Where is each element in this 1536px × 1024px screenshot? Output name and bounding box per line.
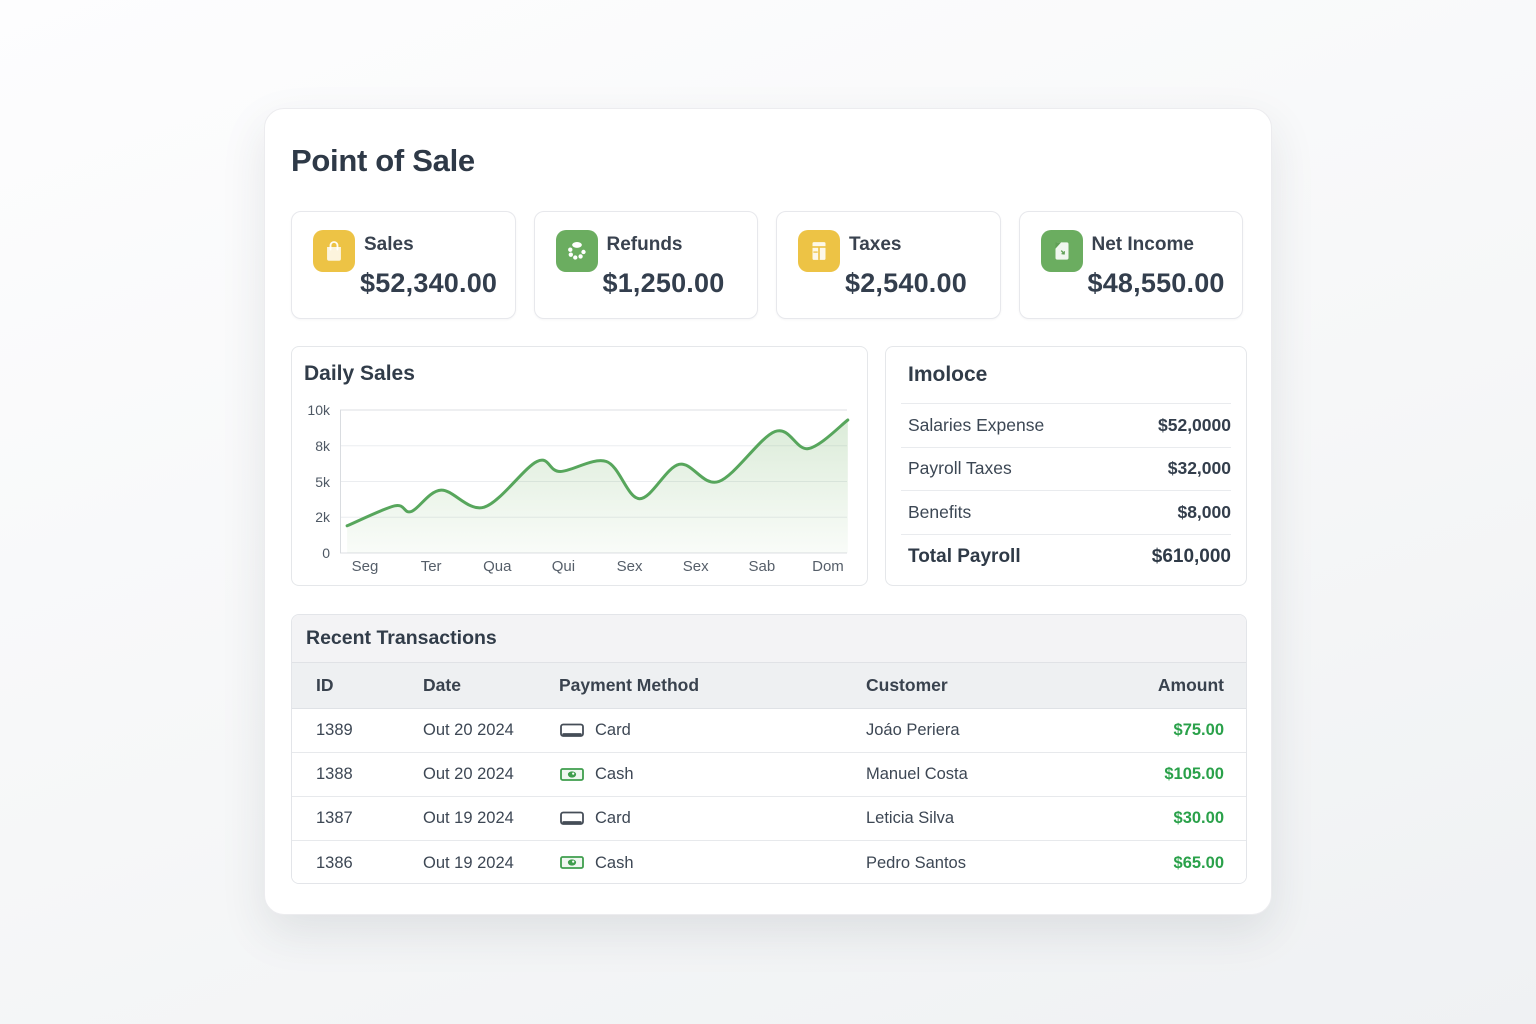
payroll-total-row: Total Payroll $610,000 bbox=[901, 535, 1231, 580]
tx-date: Out 19 2024 bbox=[423, 809, 514, 827]
tx-id: 1389 bbox=[316, 721, 353, 739]
stat-card-taxes: Taxes $2,540.00 bbox=[776, 211, 1001, 319]
payroll-total-label: Total Payroll bbox=[908, 546, 1021, 567]
transactions-title: Recent Transactions bbox=[292, 615, 1246, 663]
chart-title: Daily Sales bbox=[304, 362, 415, 385]
column-date: Date bbox=[423, 675, 461, 695]
tx-date: Out 20 2024 bbox=[423, 721, 514, 739]
transactions-column-header: ID Date Payment Method Customer Amount bbox=[292, 663, 1246, 709]
chart-y-axis: 10k 8k 5k 2k 0 bbox=[292, 402, 332, 561]
stat-label: Refunds bbox=[606, 234, 683, 255]
pos-dashboard-card: Point of Sale Sales $52,340.00 bbox=[264, 108, 1272, 915]
tx-id: 1386 bbox=[316, 853, 353, 872]
sales-area-fill bbox=[347, 420, 848, 553]
stat-value: $48,550.00 bbox=[1087, 268, 1225, 298]
x-tick-label: Qui bbox=[551, 558, 576, 575]
stat-label: Taxes bbox=[849, 234, 902, 255]
stats-row: Sales $52,340.00 Refunds $1,250.00 bbox=[291, 211, 1243, 319]
card-icon bbox=[560, 723, 584, 737]
stat-card-net-income: Net Income $48,550.00 bbox=[1018, 211, 1243, 319]
tx-amount: $105.00 bbox=[1164, 765, 1224, 783]
shopping-bag-icon bbox=[313, 230, 355, 272]
document-icon bbox=[1040, 230, 1083, 272]
payroll-row-label: Salaries Expense bbox=[908, 414, 1045, 435]
tx-customer: Manuel Costa bbox=[866, 765, 968, 783]
payroll-title: Imoloce bbox=[908, 363, 988, 386]
tx-id: 1388 bbox=[316, 765, 353, 783]
receipt-icon bbox=[798, 230, 840, 272]
column-amount: Amount bbox=[1157, 675, 1224, 695]
tx-method-label: Cash bbox=[595, 853, 634, 872]
middle-row: Daily Sales 10k 8k 5k 2k 0 Seg Ter Qua Qui Sex Se… bbox=[291, 346, 1247, 586]
tx-customer: Pedro Santos bbox=[866, 853, 966, 872]
y-tick-label: 5k bbox=[315, 473, 330, 490]
payroll-row-value: $52,0000 bbox=[1158, 414, 1231, 435]
tx-amount: $30.00 bbox=[1173, 809, 1224, 827]
cash-icon bbox=[560, 856, 584, 869]
stat-value: $1,250.00 bbox=[602, 268, 725, 298]
column-id: ID bbox=[316, 675, 334, 695]
tx-date: Out 19 2024 bbox=[423, 853, 514, 872]
x-tick-label: Ter bbox=[420, 558, 442, 575]
transaction-row[interactable]: 1386 Out 19 2024 Cash Pedro Santos $65.0… bbox=[292, 841, 1246, 883]
card-icon bbox=[560, 811, 584, 825]
y-tick-label: 2k bbox=[315, 509, 330, 526]
column-method: Payment Method bbox=[559, 675, 700, 695]
stat-value: $2,540.00 bbox=[845, 268, 967, 298]
daily-sales-chart bbox=[340, 409, 850, 554]
transaction-row[interactable]: 1388 Out 20 2024 Cash Manuel Costa $105.… bbox=[292, 753, 1246, 797]
page-title: Point of Sale bbox=[291, 143, 475, 178]
stat-label: Sales bbox=[364, 234, 414, 255]
payroll-row-value: $32,000 bbox=[1167, 458, 1231, 479]
stat-value: $52,340.00 bbox=[360, 268, 498, 298]
payroll-row: Payroll Taxes $32,000 bbox=[901, 448, 1231, 491]
x-tick-label: Sex bbox=[682, 558, 709, 575]
cash-icon bbox=[560, 767, 584, 781]
daily-sales-panel: Daily Sales 10k 8k 5k 2k 0 Seg Ter Qua Qui Sex Se… bbox=[291, 346, 868, 586]
tx-method-label: Card bbox=[595, 721, 631, 739]
tx-amount: $75.00 bbox=[1173, 721, 1224, 739]
stat-card-refunds: Refunds $1,250.00 bbox=[533, 211, 758, 319]
column-customer: Customer bbox=[866, 675, 948, 695]
payroll-total-value: $610,000 bbox=[1151, 546, 1231, 567]
y-tick-label: 0 bbox=[322, 545, 330, 561]
payroll-row-label: Benefits bbox=[908, 501, 972, 522]
transaction-row[interactable]: 1389 Out 20 2024 Card Joáo Periera $75.0… bbox=[292, 709, 1246, 753]
tx-amount: $65.00 bbox=[1173, 853, 1224, 872]
recent-transactions-section: Recent Transactions ID Date Payment Meth… bbox=[291, 614, 1247, 884]
payroll-row: Benefits $8,000 bbox=[901, 491, 1231, 535]
stat-label: Net Income bbox=[1091, 234, 1194, 255]
x-tick-label: Sab bbox=[748, 558, 776, 575]
y-tick-label: 8k bbox=[315, 437, 330, 454]
payroll-row: Salaries Expense $52,0000 bbox=[901, 404, 1231, 448]
payroll-row-label: Payroll Taxes bbox=[908, 458, 1012, 479]
stat-card-sales: Sales $52,340.00 bbox=[291, 211, 516, 319]
payroll-row-value: $8,000 bbox=[1177, 501, 1231, 522]
tx-method-label: Cash bbox=[595, 765, 634, 783]
chart-x-axis: Seg Ter Qua Qui Sex Sex Sab Dom bbox=[340, 558, 847, 578]
x-tick-label: Qua bbox=[483, 558, 512, 575]
x-tick-label: Sex bbox=[616, 558, 643, 575]
x-tick-label: Dom bbox=[812, 558, 844, 575]
tx-id: 1387 bbox=[316, 809, 353, 827]
payroll-panel: Imoloce Salaries Expense $52,0000 Payrol… bbox=[885, 346, 1247, 586]
y-tick-label: 10k bbox=[307, 402, 330, 418]
coins-icon bbox=[555, 230, 598, 272]
tx-method-label: Card bbox=[595, 809, 631, 827]
tx-customer: Leticia Silva bbox=[866, 809, 955, 827]
tx-date: Out 20 2024 bbox=[423, 765, 514, 783]
sales-line bbox=[345, 418, 850, 528]
tx-customer: Joáo Periera bbox=[866, 721, 960, 739]
transaction-row[interactable]: 1387 Out 19 2024 Card Leticia Silva $30.… bbox=[292, 797, 1246, 841]
x-tick-label: Seg bbox=[351, 558, 379, 575]
